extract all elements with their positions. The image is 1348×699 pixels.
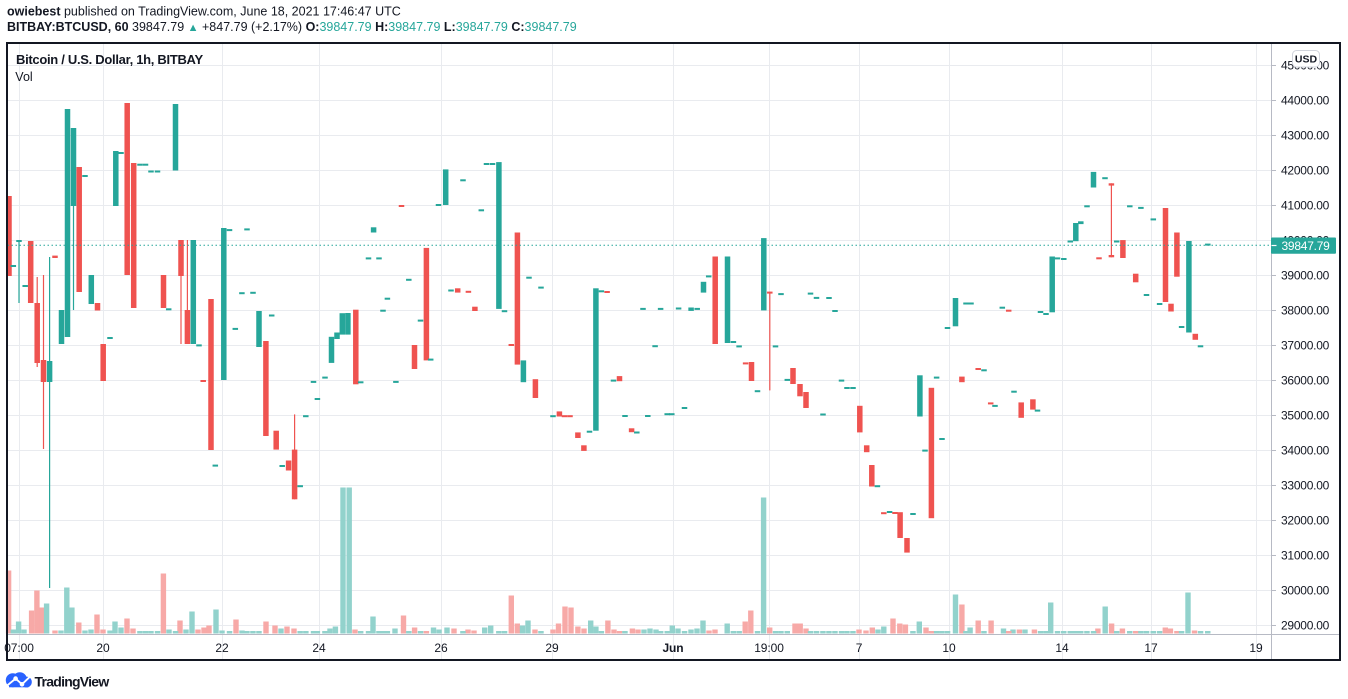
svg-text:Vol: Vol (15, 70, 32, 84)
svg-text:34000.00: 34000.00 (1281, 444, 1330, 458)
svg-text:39847.79: 39847.79 (1282, 239, 1331, 253)
svg-text:USD: USD (1295, 54, 1318, 66)
svg-text:44000.00: 44000.00 (1281, 94, 1330, 108)
svg-text:17: 17 (1144, 641, 1158, 655)
svg-text:19: 19 (1249, 641, 1263, 655)
svg-text:33000.00: 33000.00 (1281, 479, 1330, 493)
svg-text:BITBAY:BTCUSD, 60 39847.79 ▲: BITBAY:BTCUSD, 60 39847.79 ▲ +847.79 (+2… (7, 20, 577, 34)
svg-text:38000.00: 38000.00 (1281, 304, 1330, 318)
svg-text:35000.00: 35000.00 (1281, 409, 1330, 423)
svg-text:36000.00: 36000.00 (1281, 374, 1330, 388)
svg-text:owiebest published on TradingV: owiebest published on TradingView.com, J… (7, 5, 401, 19)
svg-text:20: 20 (96, 641, 110, 655)
svg-text:07:00: 07:00 (4, 641, 34, 655)
svg-text:22: 22 (215, 641, 229, 655)
svg-text:24: 24 (312, 641, 326, 655)
svg-text:14: 14 (1055, 641, 1069, 655)
svg-text:41000.00: 41000.00 (1281, 199, 1330, 213)
svg-text:43000.00: 43000.00 (1281, 129, 1330, 143)
svg-text:19:00: 19:00 (754, 641, 784, 655)
svg-text:Bitcoin / U.S. Dollar, 1h, BIT: Bitcoin / U.S. Dollar, 1h, BITBAY (16, 52, 203, 67)
svg-text:TradingView: TradingView (35, 674, 110, 690)
svg-text:30000.00: 30000.00 (1281, 584, 1330, 598)
svg-text:32000.00: 32000.00 (1281, 514, 1330, 528)
svg-text:29000.00: 29000.00 (1281, 619, 1330, 633)
svg-text:29: 29 (545, 641, 559, 655)
svg-text:39000.00: 39000.00 (1281, 269, 1330, 283)
svg-text:26: 26 (434, 641, 448, 655)
svg-text:7: 7 (856, 641, 863, 655)
svg-text:31000.00: 31000.00 (1281, 549, 1330, 563)
svg-text:10: 10 (942, 641, 956, 655)
svg-text:37000.00: 37000.00 (1281, 339, 1330, 353)
svg-text:42000.00: 42000.00 (1281, 164, 1330, 178)
svg-text:Jun: Jun (662, 641, 683, 655)
